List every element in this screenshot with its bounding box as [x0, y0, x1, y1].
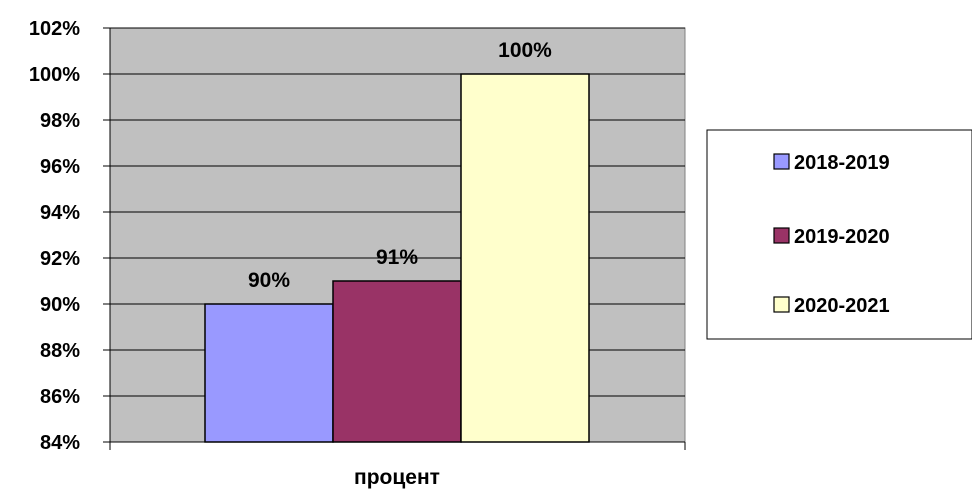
- y-tick-label: 102%: [29, 18, 80, 40]
- data-label-2019-2020: 91%: [376, 246, 418, 269]
- legend-label-2020-2021: 2020-2021: [794, 295, 890, 317]
- bar-2019-2020: [332, 280, 462, 443]
- category-label: процент: [354, 466, 440, 489]
- y-tick-label: 88%: [40, 340, 80, 362]
- data-label-2018-2019: 90%: [248, 269, 290, 292]
- legend-swatch-2020-2021: [773, 296, 790, 313]
- legend-label-2018-2019: 2018-2019: [794, 152, 890, 174]
- x-axis: процент: [354, 466, 440, 489]
- legend-box: [706, 129, 972, 340]
- bar-2020-2021: [460, 73, 590, 443]
- legend: 2018-2019 2019-2020 2020-2021: [706, 129, 972, 340]
- data-label-2020-2021: 100%: [498, 39, 552, 62]
- data-labels: 90% 91% 100%: [248, 39, 552, 292]
- bars: [204, 73, 590, 443]
- legend-swatch-2018-2019: [773, 153, 790, 170]
- y-tick-label: 84%: [40, 432, 80, 454]
- bar-2018-2019: [204, 303, 334, 443]
- legend-label-2019-2020: 2019-2020: [794, 226, 890, 248]
- y-tick-label: 98%: [40, 110, 80, 132]
- legend-swatch-2019-2020: [773, 227, 790, 244]
- y-tick-label: 90%: [40, 294, 80, 316]
- y-tick-label: 94%: [40, 202, 80, 224]
- y-tick-label: 86%: [40, 386, 80, 408]
- y-tick-label: 100%: [29, 64, 80, 86]
- y-tick-label: 96%: [40, 156, 80, 178]
- y-tick-label: 92%: [40, 248, 80, 270]
